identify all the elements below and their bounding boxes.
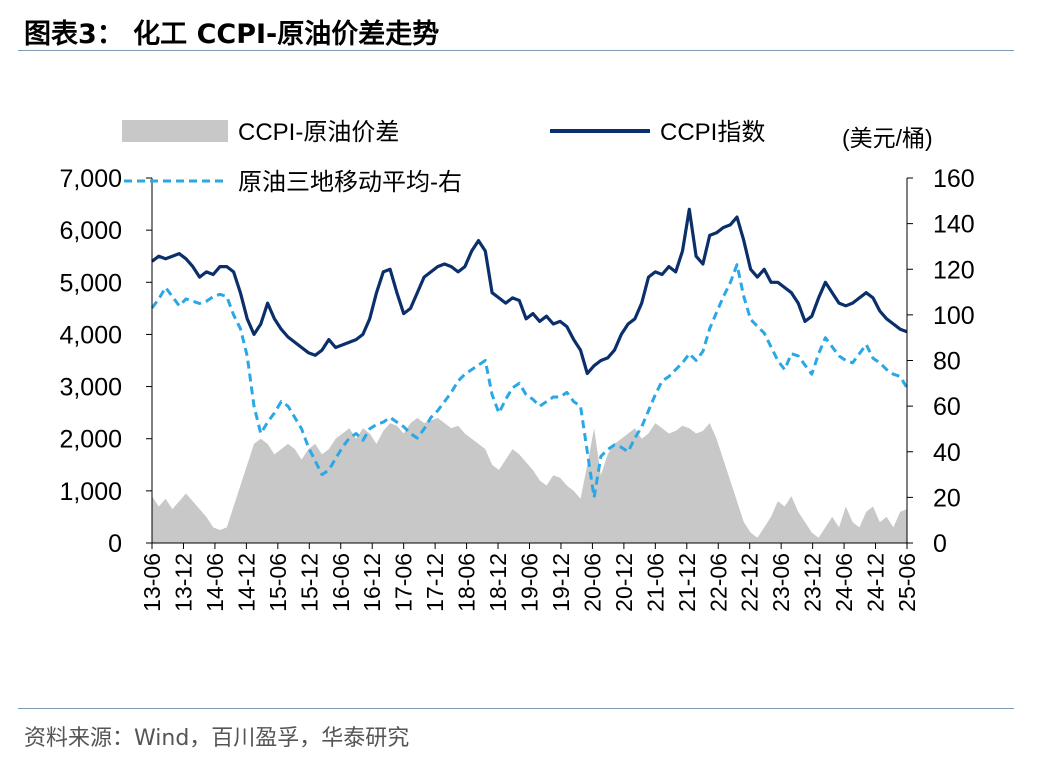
x-tick-label: 21-12: [674, 553, 700, 612]
x-tick-label: 20-06: [579, 553, 605, 612]
series-line-ccpi: [151, 207, 908, 376]
x-tick-label: 20-12: [611, 553, 637, 612]
legend-swatch-spread: [122, 120, 228, 142]
plot-area: [150, 207, 909, 543]
legend-label-spread: CCPI-原油价差: [238, 119, 399, 146]
figure-title: 图表3： 化工 CCPI-原油价差走势: [24, 19, 440, 50]
left-tick-label: 3,000: [59, 374, 122, 402]
title-rule: [18, 50, 1014, 51]
x-tick-label: 18-06: [454, 553, 480, 612]
left-tick-label: 4,000: [59, 321, 122, 349]
x-tick-label: 24-06: [831, 553, 857, 612]
x-tick-label: 19-06: [517, 553, 543, 612]
x-tick-label: 13-06: [139, 553, 165, 612]
left-tick-label: 7,000: [59, 165, 122, 193]
x-tick-label: 16-12: [359, 553, 385, 612]
x-tick-label: 21-06: [642, 553, 668, 612]
legend-label-ccpi: CCPI指数: [660, 119, 765, 146]
right-tick-label: 60: [933, 393, 961, 421]
right-tick-label: 140: [933, 211, 975, 239]
right-tick-label: 0: [933, 530, 947, 558]
x-tick-label: 23-12: [800, 553, 826, 612]
right-tick-label: 40: [933, 439, 961, 467]
series-line-oil: [150, 263, 909, 499]
x-tick-label: 22-06: [705, 553, 731, 612]
chart: 0 1,000 2,000 3,000 4,000 5,000 6,000 7,000 0 20 4…: [59, 119, 974, 612]
series-area-spread: [152, 417, 907, 543]
legend: CCPI-原油价差 CCPI指数 原油三地移动平均-右 (美元/桶): [122, 119, 933, 196]
source-rule: [18, 708, 1014, 709]
x-tick-label: 13-12: [170, 553, 196, 612]
x-tick-label: 25-06: [894, 553, 920, 612]
x-tick-label: 15-06: [265, 553, 291, 612]
x-tick-label: 15-12: [296, 553, 322, 612]
x-tick-label: 24-12: [863, 553, 889, 612]
x-tick-label: 17-06: [391, 553, 417, 612]
x-tick-label: 16-06: [328, 553, 354, 612]
right-tick-label: 80: [933, 348, 961, 376]
right-axis-unit: (美元/桶): [842, 125, 933, 151]
right-tick-label: 100: [933, 302, 975, 330]
left-tick-label: 6,000: [59, 217, 122, 245]
x-tick-label: 17-12: [422, 553, 448, 612]
x-tick-label: 23-06: [768, 553, 794, 612]
left-tick-label: 2,000: [59, 426, 122, 454]
x-tick-label: 14-12: [233, 553, 259, 612]
left-tick-label: 0: [108, 530, 122, 558]
right-tick-label: 160: [933, 165, 975, 193]
x-tick-label: 22-12: [737, 553, 763, 612]
x-tick-label: 18-12: [485, 553, 511, 612]
left-tick-label: 1,000: [59, 478, 122, 506]
legend-label-oil: 原油三地移动平均-右: [238, 169, 462, 196]
left-tick-label: 5,000: [59, 269, 122, 297]
source-note: 资料来源：Wind，百川盈孚，华泰研究: [24, 726, 410, 751]
right-tick-label: 120: [933, 256, 975, 284]
x-tick-label: 19-12: [548, 553, 574, 612]
axes: 0 1,000 2,000 3,000 4,000 5,000 6,000 7,000 0 20 4…: [59, 165, 974, 612]
x-tick-label: 14-06: [202, 553, 228, 612]
right-tick-label: 20: [933, 484, 961, 512]
